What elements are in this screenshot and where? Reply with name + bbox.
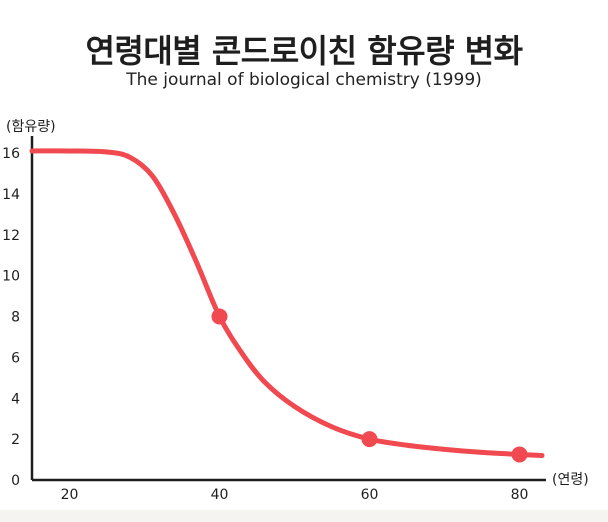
data-point: [511, 446, 528, 463]
y-tick-label: 4: [11, 391, 20, 407]
chart-title: 연령대별 콘드로이친 함유량 변화: [85, 32, 523, 70]
y-tick-label: 12: [2, 228, 20, 244]
markers-group: [211, 308, 528, 463]
y-tick-label: 0: [11, 473, 20, 489]
x-tick-label: 40: [211, 487, 229, 503]
y-tick-label: 6: [11, 350, 20, 366]
series-group: [29, 148, 545, 458]
axes: [30, 136, 546, 482]
x-tick-label: 80: [511, 487, 529, 503]
y-tick-label: 14: [2, 187, 20, 203]
bottom-band: [0, 510, 608, 522]
y-ticks: 0 2 4 6 8 10 12 14 16: [2, 146, 20, 489]
y-tick-label: 16: [2, 146, 20, 162]
x-axis-label: (연령): [552, 472, 589, 488]
y-tick-label: 10: [2, 269, 20, 285]
data-point: [361, 431, 378, 448]
x-tick-label: 60: [361, 487, 379, 503]
x-ticks: 20 40 60 80: [61, 487, 529, 503]
data-point: [211, 308, 228, 325]
y-tick-label: 2: [11, 432, 20, 448]
chart-subtitle: The journal of biological chemistry (199…: [126, 70, 482, 90]
x-tick-label: 20: [61, 487, 79, 503]
y-tick-label: 8: [11, 310, 20, 326]
series-line: [29, 148, 545, 458]
y-axis-label: (함유량): [6, 119, 56, 135]
